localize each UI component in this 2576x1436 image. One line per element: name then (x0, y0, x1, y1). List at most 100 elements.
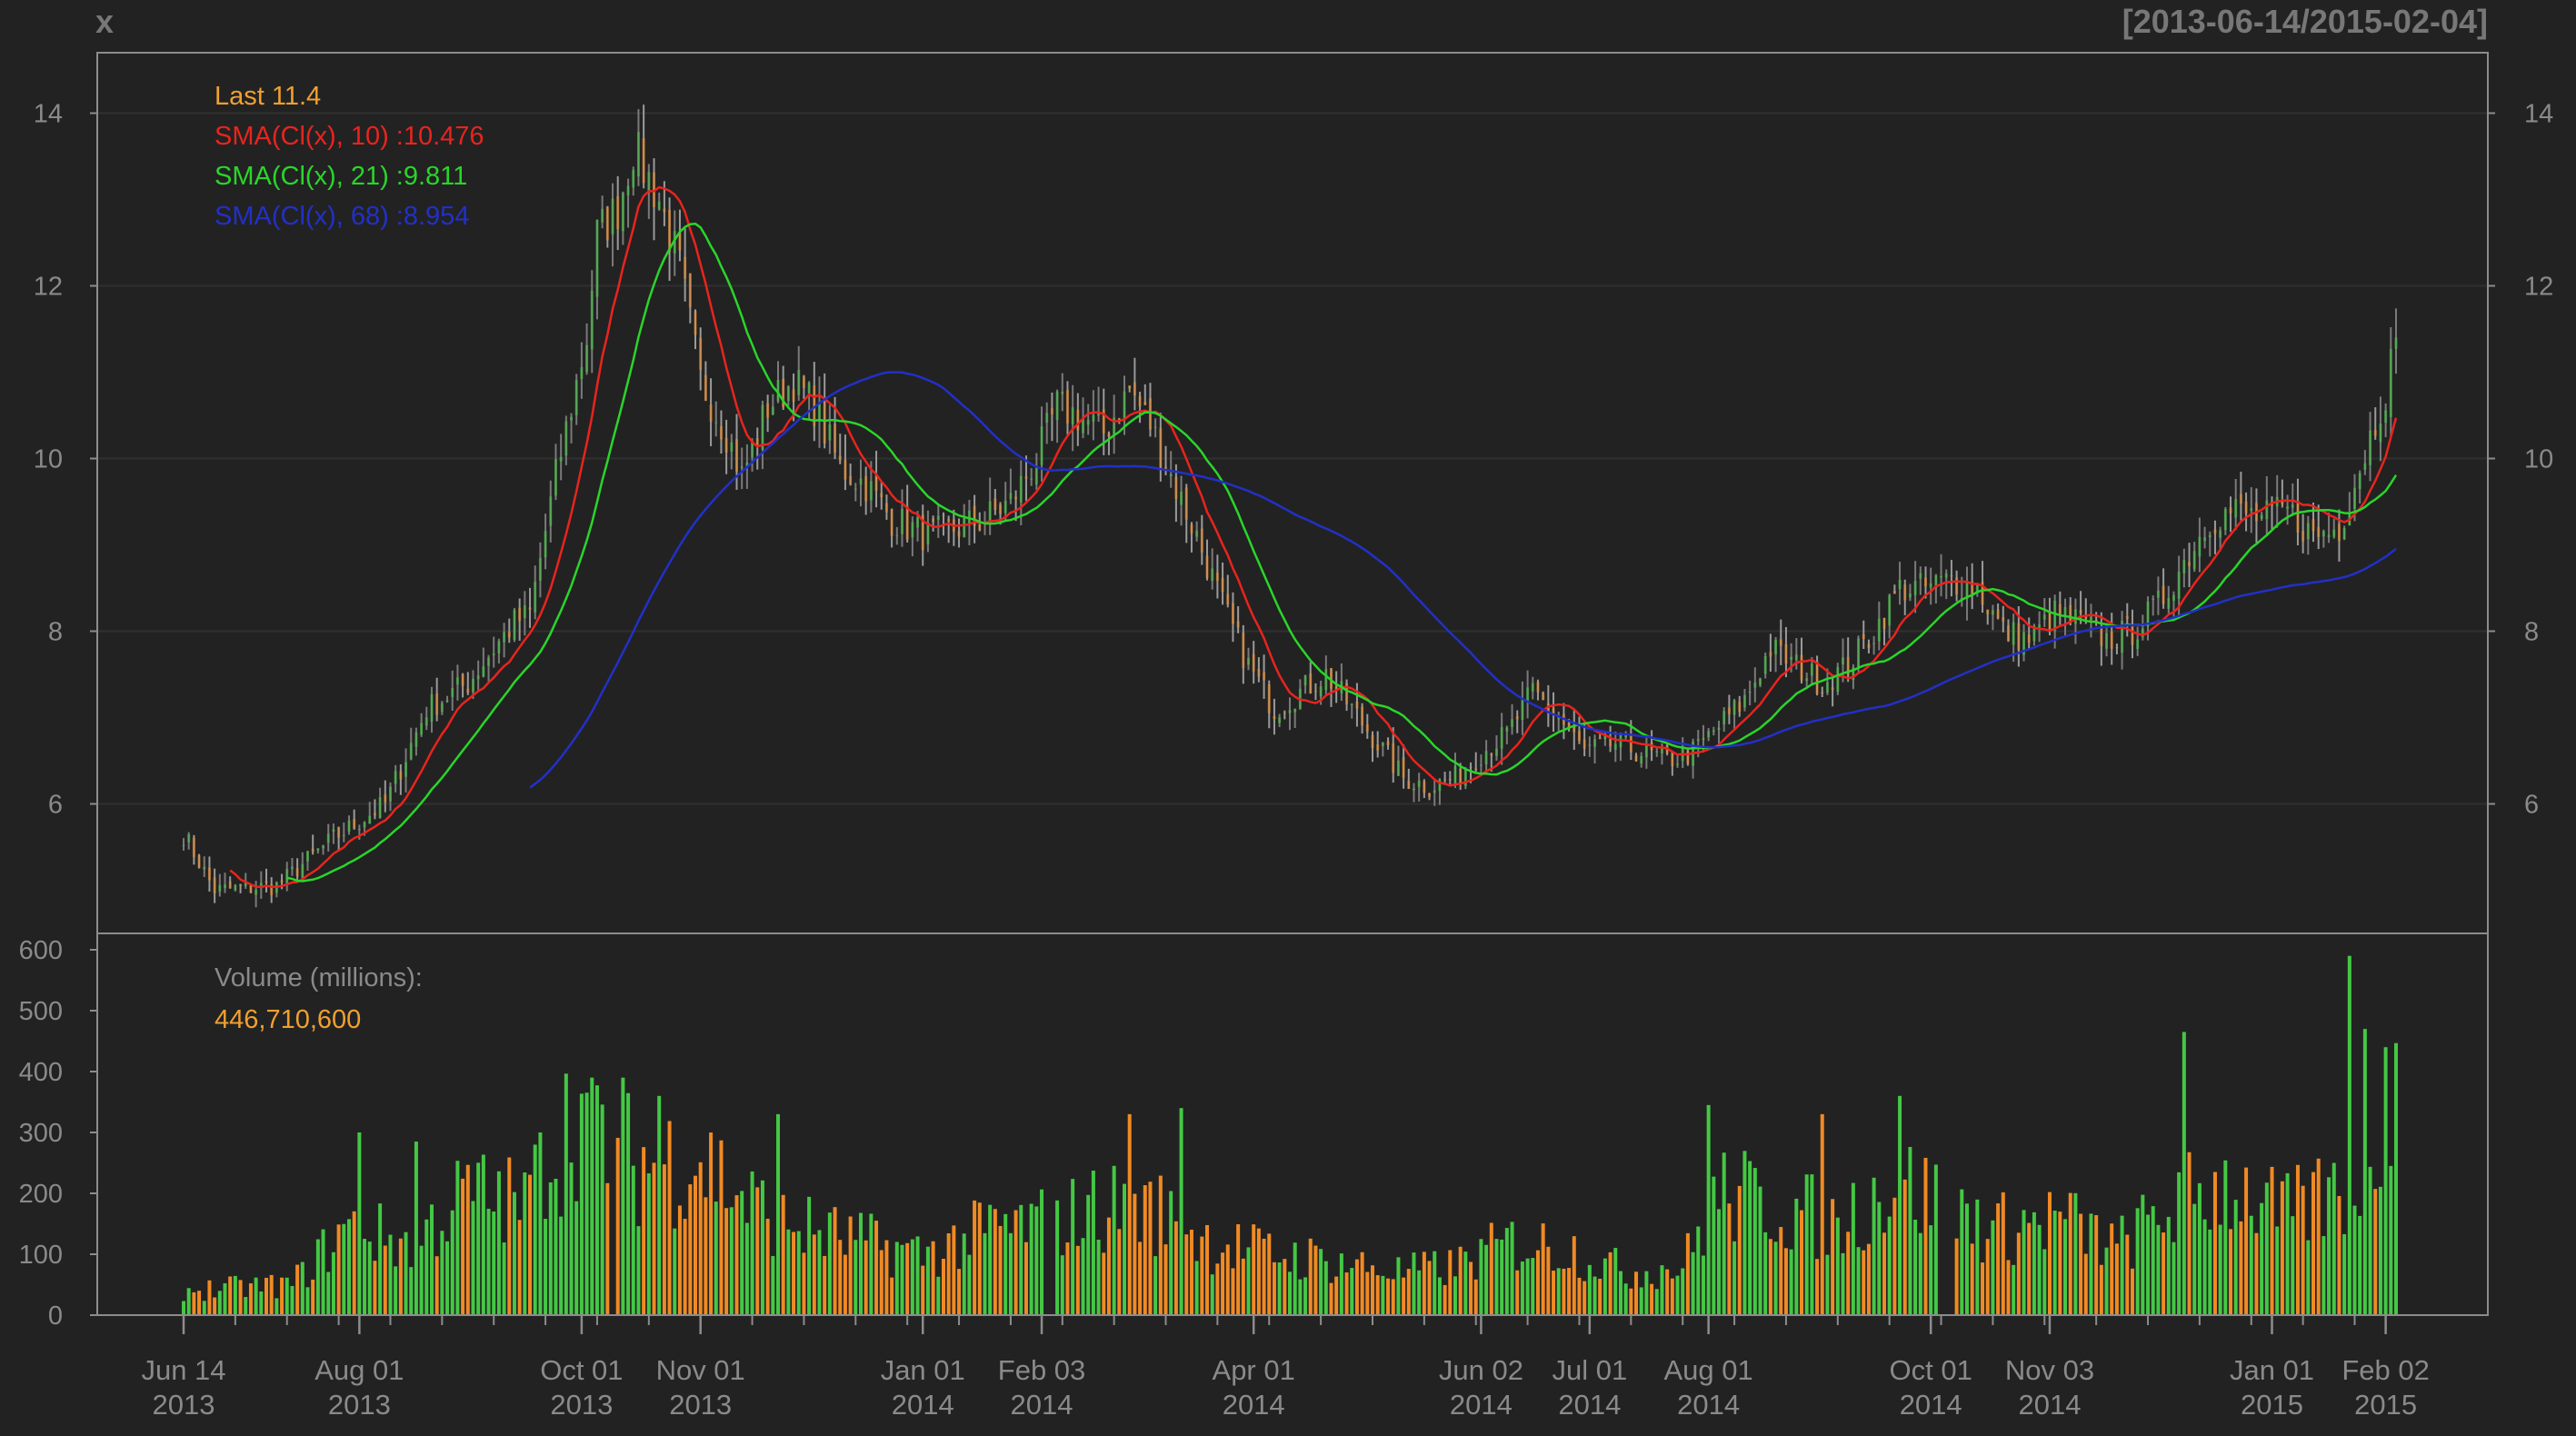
candle-body (926, 523, 930, 545)
volume-bar (2022, 1210, 2026, 1315)
candle-body (2301, 531, 2305, 542)
volume-bar (1065, 1242, 1070, 1315)
volume-bar (827, 1212, 832, 1315)
volume-bar (931, 1241, 935, 1315)
volume-bar (967, 1254, 972, 1315)
candle-body (2172, 594, 2175, 602)
candle-body (1278, 717, 1282, 723)
volume-bar (854, 1240, 858, 1315)
candle-body (1536, 682, 1540, 693)
volume-bar (631, 1165, 635, 1315)
volume-bar (869, 1213, 874, 1315)
x-tick-label: Jun 14 (141, 1354, 225, 1386)
candle-body (1412, 788, 1415, 791)
volume-bar (1577, 1277, 1582, 1315)
candle-body (1381, 742, 1384, 747)
candle-body (1169, 474, 1173, 477)
candle-body (657, 201, 661, 210)
candle-body (684, 256, 687, 279)
candle-body (1742, 694, 1746, 708)
volume-bar (1194, 1261, 1199, 1315)
candle-body (916, 517, 920, 528)
volume-bar (1494, 1239, 1499, 1315)
volume-bar (838, 1240, 843, 1315)
volume-bar (2218, 1224, 2222, 1315)
volume-bar (2327, 1177, 2331, 1315)
volume-bar (2125, 1234, 2130, 1315)
volume-bar (1008, 1232, 1013, 1315)
volume-bar (388, 1234, 393, 1315)
x-tick-label: Aug 01 (1664, 1354, 1753, 1386)
candle-body (1759, 678, 1762, 685)
volume-bar (2141, 1194, 2145, 1315)
volume-bar (1417, 1270, 1422, 1315)
candle-body (1138, 395, 1142, 407)
volume-bar (528, 1174, 533, 1315)
candle-body (1469, 766, 1473, 768)
candle-body (404, 762, 408, 777)
volume-bar (2301, 1185, 2305, 1315)
candle-body (2079, 610, 2082, 613)
volume-bar (2166, 1216, 2171, 1315)
candle-body (2234, 499, 2238, 518)
candle-body (1484, 751, 1488, 765)
candle-body (1453, 765, 1457, 783)
volume-bar (352, 1211, 356, 1315)
candle-body (228, 881, 232, 889)
volume-bar (2254, 1232, 2259, 1315)
volume-bar (357, 1132, 362, 1315)
volume-bar (946, 1232, 951, 1315)
volume-bar (688, 1184, 693, 1315)
volume-bar (217, 1291, 222, 1315)
volume-bar (740, 1191, 744, 1315)
volume-bar (1562, 1268, 1566, 1315)
volume-bar (760, 1180, 764, 1315)
candle-body (1092, 414, 1095, 422)
candle-body (967, 510, 971, 524)
candle-body (2250, 508, 2253, 511)
volume-bar (1360, 1252, 1364, 1315)
volume-bar (729, 1207, 734, 1315)
candle-body (2327, 534, 2331, 537)
volume-bar (2187, 1152, 2192, 1315)
candle-body (2306, 523, 2310, 540)
volume-bar (905, 1242, 910, 1315)
candle-body (2121, 621, 2124, 653)
x-tick-year: 2013 (328, 1389, 391, 1421)
volume-bar (2352, 1205, 2357, 1315)
volume-bar (481, 1154, 485, 1315)
candle-body (755, 438, 759, 445)
volume-bar (1246, 1247, 1251, 1315)
volume-bar (1123, 1183, 1127, 1315)
volume-bar (1143, 1185, 1147, 1315)
volume-bar (233, 1275, 237, 1315)
volume-bar (807, 1196, 812, 1315)
candle-body (1071, 407, 1074, 424)
volume-bar (2146, 1214, 2151, 1315)
volume-bar (1200, 1236, 1204, 1315)
volume-bar (1970, 1243, 1974, 1315)
volume-bar (1019, 1204, 1023, 1315)
volume-bar (2052, 1211, 2057, 1315)
candle-body (1892, 590, 1896, 594)
candle-body (2213, 529, 2217, 534)
candle-body (616, 195, 620, 230)
candle-body (1794, 654, 1798, 661)
candle-body (316, 848, 320, 851)
candle-body (213, 877, 216, 894)
volume-bar (404, 1232, 408, 1315)
volume-bar (962, 1233, 966, 1315)
candle-body (834, 424, 837, 453)
volume-bar (2063, 1219, 2068, 1315)
volume-bar (1003, 1213, 1008, 1315)
candle-body (1542, 693, 1545, 701)
volume-bar (579, 1093, 584, 1315)
volume-bar (496, 1171, 501, 1315)
volume-bar (2208, 1229, 2212, 1315)
candle-body (1505, 727, 1509, 732)
volume-bar (2110, 1223, 2114, 1315)
volume-bar (2037, 1224, 2042, 1315)
candle-body (1722, 711, 1726, 724)
volume-bar (548, 1182, 553, 1315)
